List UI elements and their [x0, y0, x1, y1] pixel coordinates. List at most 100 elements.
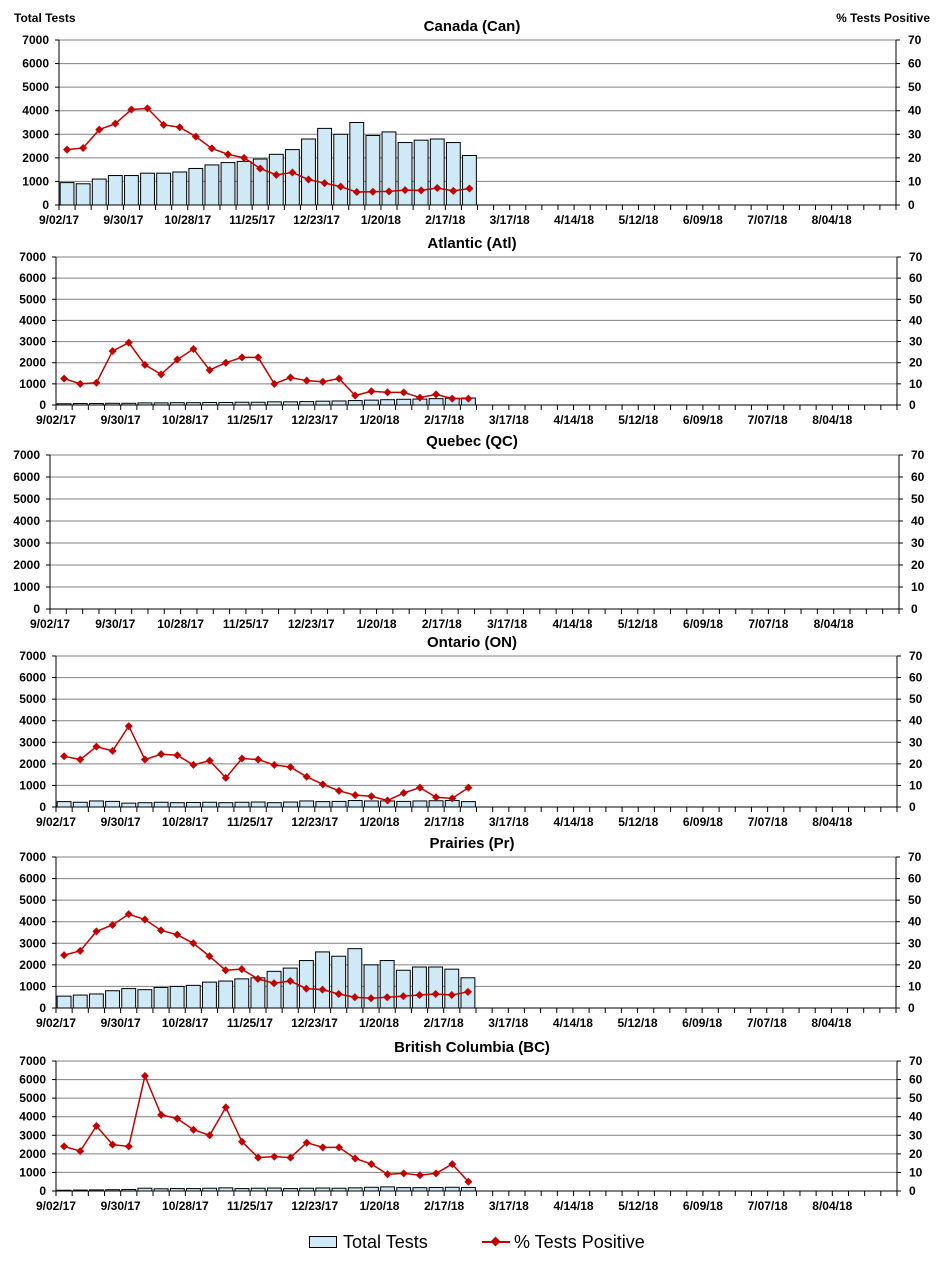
y2-tick-label: 20 [909, 356, 923, 370]
line-marker [286, 373, 295, 382]
line-marker [415, 393, 424, 402]
bar [186, 1188, 201, 1192]
line-marker [399, 1169, 408, 1178]
line-marker [302, 376, 311, 385]
y2-tick-label: 0 [909, 1184, 916, 1198]
line-marker [111, 119, 120, 128]
bar [218, 802, 234, 808]
line-marker [270, 379, 279, 388]
line-marker [92, 742, 101, 751]
y2-tick-label: 50 [909, 1091, 923, 1105]
line-marker [334, 989, 343, 998]
y2-tick-label: 60 [909, 1073, 923, 1087]
bar [186, 402, 201, 406]
line-marker [320, 179, 329, 188]
line-marker [124, 722, 133, 731]
line-marker [448, 394, 457, 403]
bar [412, 966, 427, 1009]
y-tick-label: 2000 [22, 151, 49, 165]
bar [331, 800, 347, 808]
line-marker [124, 338, 133, 347]
line-marker [143, 104, 152, 113]
y-tick-label: 5000 [19, 692, 46, 706]
bar [88, 993, 104, 1009]
bar [299, 1187, 315, 1192]
x-tick-label: 11/25/17 [229, 213, 275, 227]
x-tick-label: 1/20/18 [359, 1016, 399, 1030]
y2-tick-label: 50 [908, 893, 922, 907]
y2-tick-label: 50 [909, 692, 923, 706]
y-tick-label: 1000 [19, 1165, 46, 1179]
bar [140, 172, 155, 206]
line-marker [432, 390, 441, 399]
bar [317, 127, 333, 206]
x-tick-label: 5/12/18 [618, 1016, 658, 1030]
y2-tick-label: 10 [908, 174, 922, 188]
x-tick-label: 3/17/18 [489, 413, 529, 427]
line-marker [237, 754, 246, 763]
bar [204, 164, 220, 206]
line-marker [318, 985, 327, 994]
x-tick-label: 1/20/18 [359, 413, 399, 427]
line-marker [254, 1153, 263, 1162]
line-marker [318, 377, 327, 386]
line-marker [383, 1170, 392, 1179]
line-marker [350, 993, 359, 1002]
line-marker [336, 182, 345, 191]
y2-tick-label: 70 [909, 649, 923, 663]
line-marker [175, 123, 184, 132]
x-tick-label: 5/12/18 [618, 413, 658, 427]
line-marker [447, 991, 456, 1000]
line-marker [205, 366, 214, 375]
series-line [63, 724, 469, 802]
bar [331, 955, 347, 1009]
line-marker [173, 930, 182, 939]
bar [202, 981, 217, 1009]
bar [137, 402, 153, 406]
y-tick-label: 5000 [19, 1091, 46, 1105]
line-marker [221, 1103, 230, 1112]
y-tick-label: 4000 [19, 1110, 46, 1124]
x-tick-label: 3/17/18 [490, 213, 530, 227]
line-marker [237, 1137, 246, 1146]
x-tick-label: 2/17/18 [424, 1016, 464, 1030]
line-marker [432, 1169, 441, 1178]
y2-tick-label: 30 [909, 735, 923, 749]
bar [460, 801, 476, 808]
x-tick-label: 4/14/18 [553, 1016, 593, 1030]
y2-tick-label: 30 [908, 936, 922, 950]
line-marker [463, 987, 472, 996]
bar [105, 1189, 121, 1192]
bar [153, 801, 169, 808]
bar [283, 401, 298, 406]
bar [283, 1188, 298, 1192]
line-marker [60, 752, 69, 761]
y-tick-label: 0 [42, 198, 49, 212]
line-marker [63, 145, 72, 154]
bar [220, 162, 236, 206]
y2-tick-label: 0 [911, 602, 918, 616]
line-marker [464, 394, 473, 403]
y2-tick-label: 50 [908, 80, 922, 94]
line-marker [367, 792, 376, 801]
bar [363, 964, 379, 1009]
line-marker [399, 788, 408, 797]
bar [315, 801, 331, 808]
line-marker [270, 979, 279, 988]
x-tick-label: 12/23/17 [293, 213, 340, 227]
bar [91, 178, 107, 206]
x-tick-label: 6/09/18 [683, 1199, 723, 1213]
line-marker [302, 772, 311, 781]
y-tick-label: 1000 [19, 778, 46, 792]
line-marker [465, 184, 474, 193]
bar [88, 403, 104, 406]
bar [315, 1187, 331, 1192]
line-marker [237, 353, 246, 362]
y2-tick-label: 70 [908, 850, 922, 864]
bar [413, 139, 429, 206]
x-tick-label: 10/28/17 [157, 617, 204, 631]
bar [202, 1187, 218, 1192]
x-tick-label: 7/07/18 [747, 213, 787, 227]
bar [444, 1186, 460, 1192]
